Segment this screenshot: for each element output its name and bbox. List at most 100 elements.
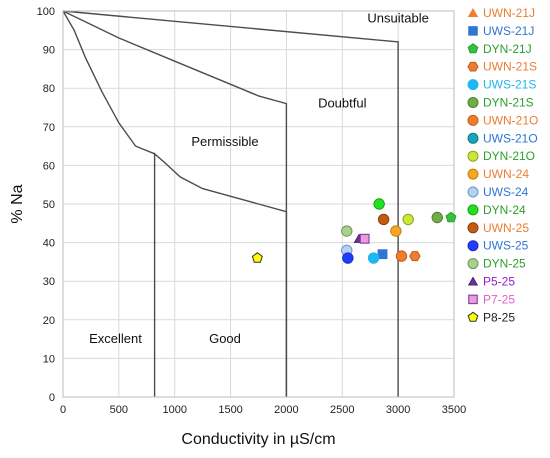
legend-marker (467, 150, 479, 162)
data-point (359, 233, 370, 244)
x-tick-label: 2500 (330, 404, 354, 416)
region-label: Excellent (89, 331, 142, 346)
legend-marker (467, 132, 479, 144)
data-point (251, 252, 263, 263)
legend-item: UWS-21S (467, 78, 536, 92)
x-tick-label: 1500 (218, 404, 242, 416)
boundary-permissible-lower-curve (62, 10, 155, 155)
legend-item: P8-25 (467, 310, 515, 324)
y-tick-label: 50 (43, 199, 55, 211)
legend-item: UWN-21J (467, 6, 535, 20)
legend-label: UWS-21J (483, 24, 534, 38)
region-label: Permissible (191, 134, 258, 149)
region-label: Doubtful (318, 96, 367, 111)
legend-marker (467, 97, 479, 108)
legend-marker (467, 43, 479, 54)
boundary-doubtful-unsuitable (62, 10, 399, 397)
y-tick-label: 30 (43, 276, 55, 288)
legend-label: UWN-21O (483, 113, 538, 127)
x-tick-label: 2000 (274, 404, 298, 416)
legend-label: DYN-21S (483, 96, 534, 110)
data-point (342, 252, 354, 264)
data-point (377, 213, 390, 226)
legend-label: DYN-25 (483, 257, 526, 271)
legend-label: UWN-24 (483, 167, 529, 181)
legend-marker (467, 7, 479, 17)
legend-label: P8-25 (483, 310, 515, 324)
x-axis-title: Conductivity in µS/cm (181, 431, 335, 448)
legend-item: UWS-21J (468, 24, 534, 38)
legend-label: UWN-21S (483, 60, 537, 74)
legend-marker (467, 222, 479, 234)
legend-item: P5-25 (467, 275, 515, 289)
data-point (367, 252, 380, 264)
legend-item: DYN-21O (467, 149, 535, 163)
data-point (431, 211, 443, 224)
legend-item: UWS-25 (467, 239, 529, 253)
boundary-excellent-good (153, 152, 287, 397)
y-tick-label: 40 (43, 238, 55, 250)
data-point (373, 198, 385, 210)
legend-marker (467, 168, 479, 180)
legend-label: DYN-21O (483, 149, 535, 163)
x-tick-label: 1000 (162, 404, 186, 416)
legend-marker (467, 276, 479, 286)
region-label: Unsuitable (367, 11, 428, 26)
legend-item: DYN-21S (467, 96, 534, 110)
legend-label: DYN-24 (483, 203, 526, 217)
x-tick-label: 500 (110, 404, 128, 416)
data-point (377, 249, 388, 260)
boundary-permissible-doubtful (62, 10, 288, 397)
y-tick-label: 70 (43, 122, 55, 134)
legend-item: DYN-25 (467, 257, 526, 271)
y-tick-label: 10 (43, 353, 55, 365)
y-tick-label: 100 (37, 6, 55, 18)
legend-label: UWS-25 (483, 239, 529, 253)
legend-label: UWS-21S (483, 78, 536, 92)
data-point (402, 213, 414, 226)
y-tick-label: 60 (43, 160, 55, 172)
data-point (395, 250, 408, 262)
legend-label: DYN-21J (483, 42, 532, 56)
y-axis-title: % Na (9, 184, 26, 223)
legend-item: UWN-21S (467, 60, 537, 74)
legend-marker (468, 26, 478, 36)
x-tick-label: 0 (60, 404, 66, 416)
region-label: Good (209, 331, 241, 346)
y-tick-label: 80 (43, 83, 55, 95)
legend-label: UWS-21O (483, 131, 538, 145)
plot-frame (62, 10, 455, 398)
region-labels: Unsuitable Doubtful Permissible Excellent Go… (89, 11, 429, 346)
y-tick-label: 90 (43, 45, 55, 57)
data-point (409, 251, 421, 262)
x-tick-label: 3000 (386, 404, 410, 416)
legend-label: UWS-24 (483, 185, 529, 199)
legend-item: P7-25 (468, 292, 515, 306)
legend-marker (467, 204, 479, 216)
legend-label: P5-25 (483, 275, 515, 289)
x-tick-labels: 0 500 1000 1500 2000 2500 3000 3500 (60, 404, 466, 416)
legend-item: UWN-24 (467, 167, 529, 181)
legend-marker (468, 294, 478, 305)
y-tick-label: 0 (49, 392, 55, 404)
data-points (251, 198, 457, 264)
data-point (341, 225, 353, 237)
legend-marker (467, 114, 479, 126)
legend-item: UWN-25 (467, 221, 529, 235)
legend-marker (467, 79, 479, 91)
legend-item: UWS-24 (467, 185, 529, 199)
legend-label: UWN-21J (483, 6, 535, 20)
legend-marker (467, 186, 479, 198)
legend-marker (467, 61, 479, 72)
y-tick-label: 20 (43, 315, 55, 327)
classification-boundaries (62, 10, 399, 397)
legend-marker (467, 258, 479, 270)
legend-label: UWN-25 (483, 221, 529, 235)
legend-item: DYN-21J (467, 42, 532, 56)
legend-item: DYN-24 (467, 203, 526, 217)
x-tick-label: 3500 (442, 404, 466, 416)
data-point (445, 211, 457, 223)
legend-label: P7-25 (483, 292, 515, 306)
legend-marker (467, 311, 479, 322)
